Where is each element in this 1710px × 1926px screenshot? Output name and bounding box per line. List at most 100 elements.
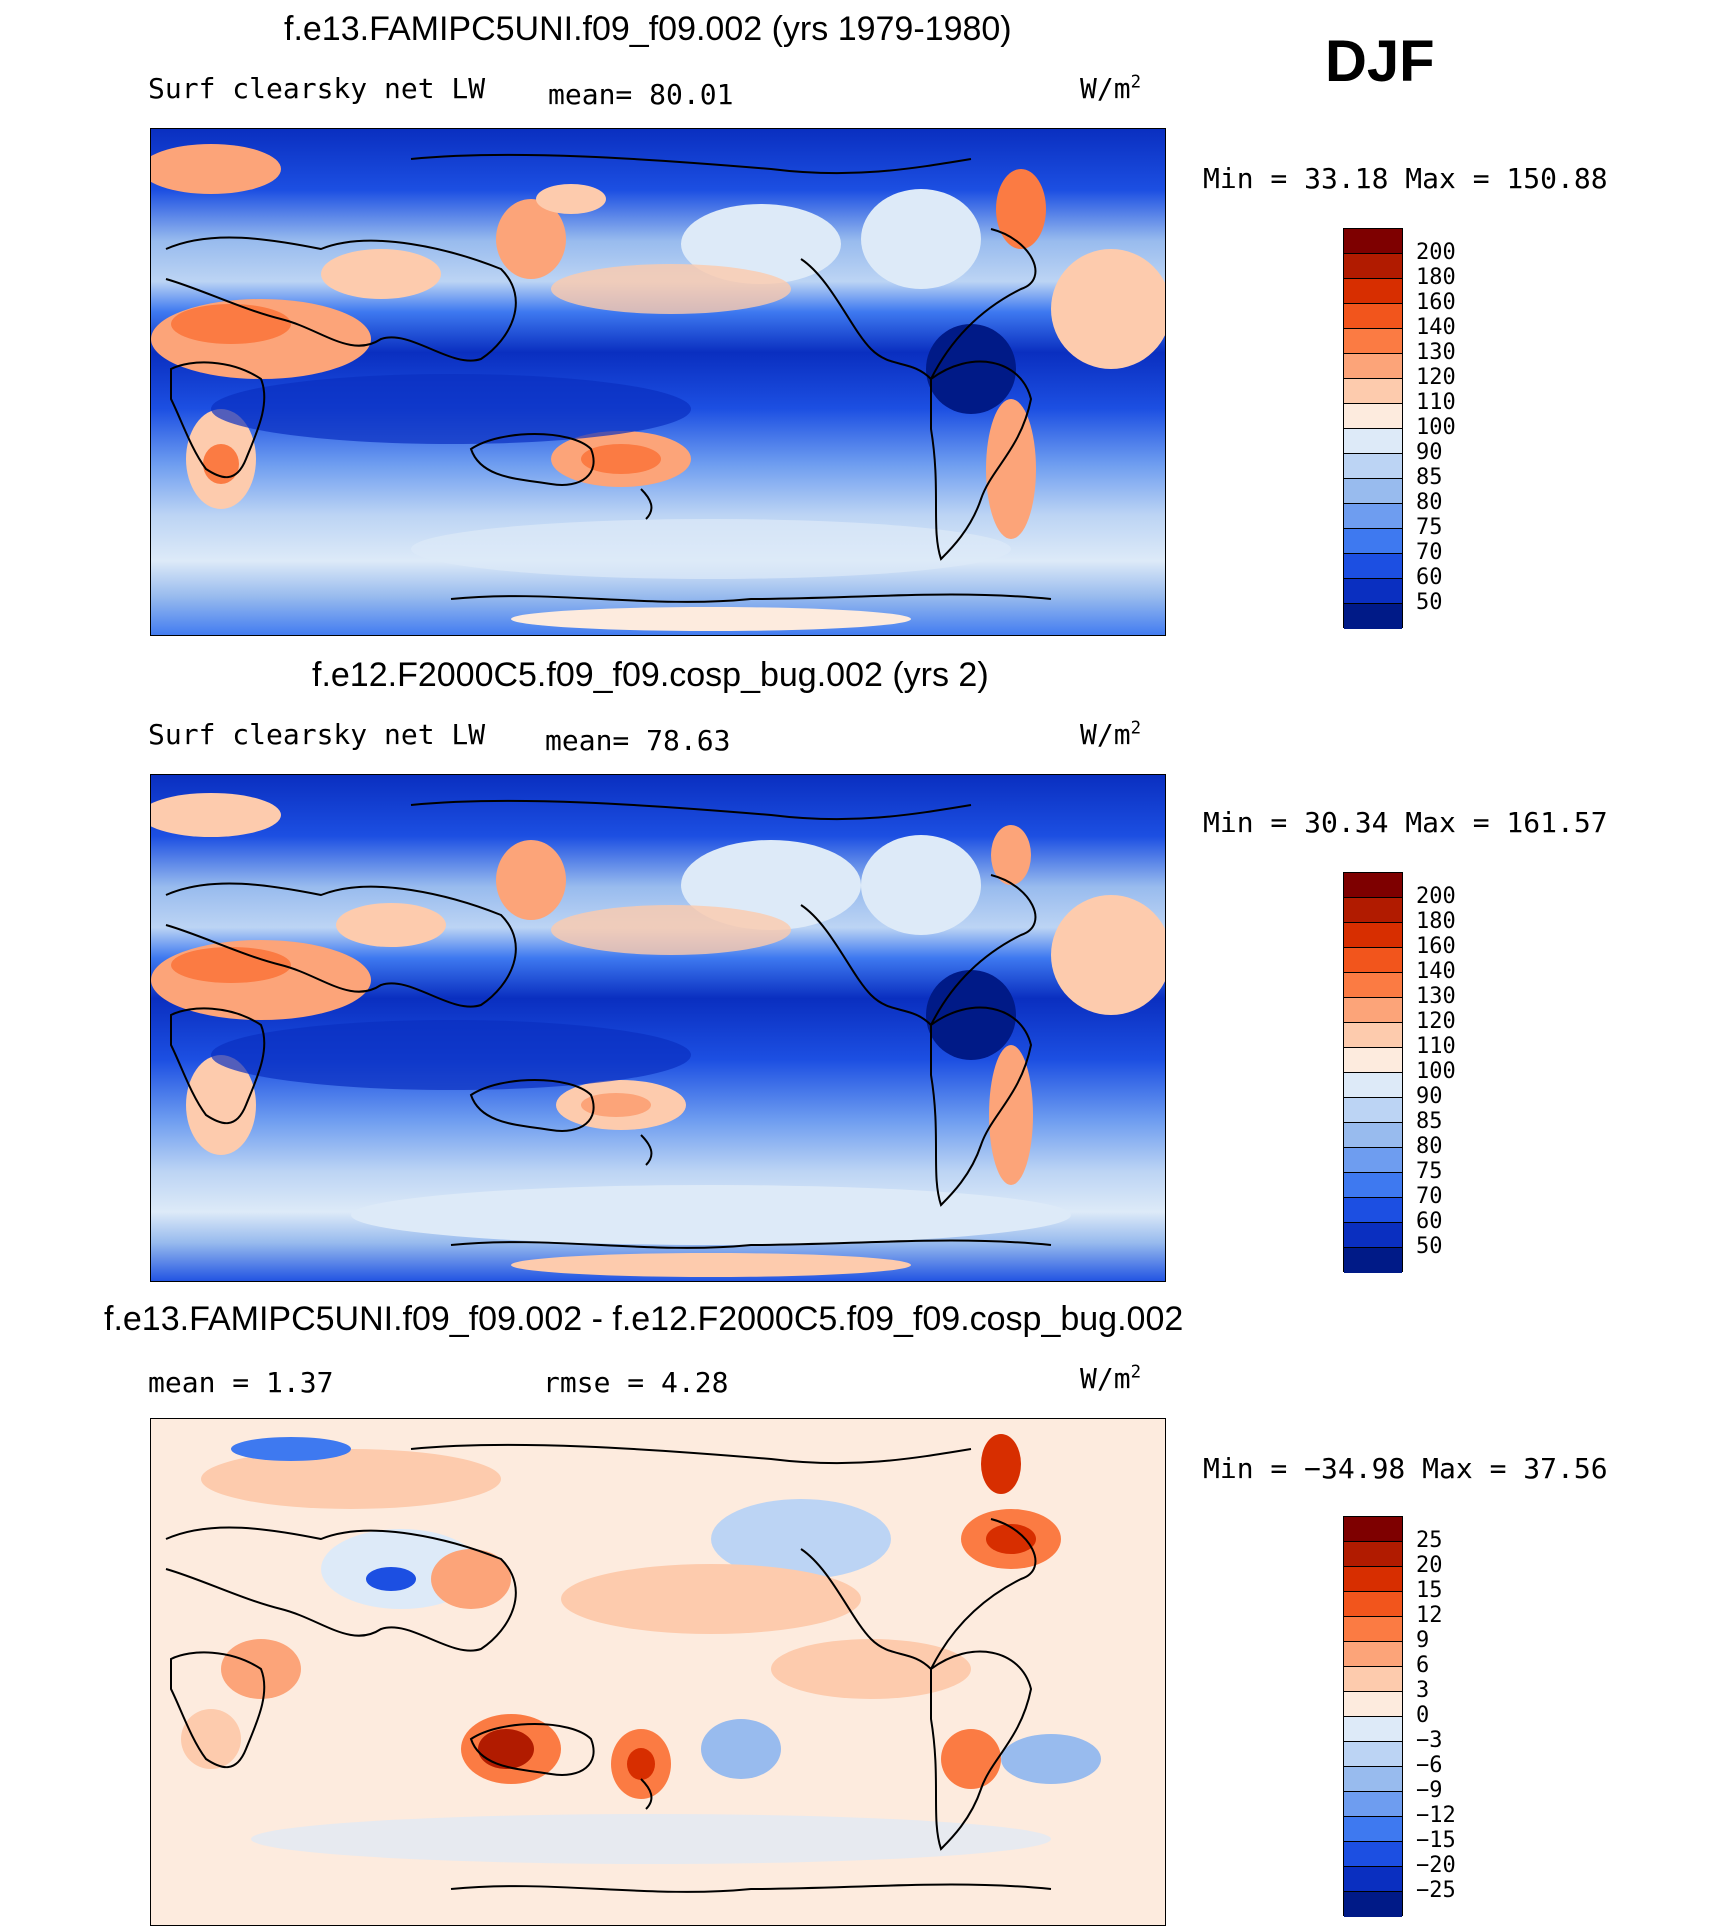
panel-1-colorbar-swatches — [1343, 228, 1403, 629]
panel-3-colorbar-swatches — [1343, 1516, 1403, 1917]
colorbar-swatch — [1344, 1048, 1402, 1073]
colorbar-tick-label: 180 — [1416, 909, 1456, 934]
colorbar-tick-label: 12 — [1416, 1603, 1443, 1628]
panel-3-title: f.e13.FAMIPC5UNI.f09_f09.002 - f.e12.F20… — [104, 1300, 1184, 1338]
colorbar-swatch — [1344, 304, 1402, 329]
colorbar-swatch — [1344, 579, 1402, 604]
colorbar-tick-label: 120 — [1416, 365, 1456, 390]
colorbar-swatch — [1344, 1198, 1402, 1223]
colorbar-tick-label: 85 — [1416, 1109, 1443, 1134]
panel-3-mean-label: mean = 1.37 — [148, 1366, 334, 1399]
colorbar-swatch — [1344, 329, 1402, 354]
colorbar-tick-label: 140 — [1416, 959, 1456, 984]
colorbar-swatch — [1344, 1742, 1402, 1767]
colorbar-tick-label: 60 — [1416, 1209, 1443, 1234]
colorbar-tick-label: 50 — [1416, 1234, 1443, 1259]
panel-2-map-field — [151, 775, 1165, 1281]
panel-3-minmax: Min = −34.98 Max = 37.56 — [1203, 1452, 1608, 1485]
colorbar-swatch — [1344, 604, 1402, 629]
colorbar-tick-label: 85 — [1416, 465, 1443, 490]
colorbar-tick-label: 70 — [1416, 1184, 1443, 1209]
colorbar-swatch — [1344, 1792, 1402, 1817]
panel-2-variable-label: Surf clearsky net LW — [148, 718, 486, 751]
colorbar-tick-label: 200 — [1416, 240, 1456, 265]
colorbar-swatch — [1344, 1223, 1402, 1248]
colorbar-swatch — [1344, 1767, 1402, 1792]
panel-1-variable-label: Surf clearsky net LW — [148, 72, 486, 105]
panel-2-minmax: Min = 30.34 Max = 161.57 — [1203, 806, 1608, 839]
colorbar-swatch — [1344, 898, 1402, 923]
colorbar-tick-label: 140 — [1416, 315, 1456, 340]
colorbar-swatch — [1344, 429, 1402, 454]
season-label: DJF — [1325, 29, 1435, 94]
colorbar-swatch — [1344, 1617, 1402, 1642]
colorbar-swatch — [1344, 454, 1402, 479]
panel-2-mean-label: mean= 78.63 — [545, 724, 731, 757]
panel-3-map[interactable] — [150, 1418, 1166, 1926]
colorbar-tick-label: −9 — [1416, 1778, 1443, 1803]
colorbar-tick-label: 100 — [1416, 415, 1456, 440]
colorbar-tick-label: 70 — [1416, 540, 1443, 565]
colorbar-swatch — [1344, 1867, 1402, 1892]
colorbar-tick-label: 100 — [1416, 1059, 1456, 1084]
colorbar-tick-label: 80 — [1416, 1134, 1443, 1159]
colorbar-tick-label: −20 — [1416, 1853, 1456, 1878]
colorbar-tick-label: 160 — [1416, 290, 1456, 315]
colorbar-swatch — [1344, 1842, 1402, 1867]
colorbar-tick-label: 180 — [1416, 265, 1456, 290]
panel-1-map-field — [151, 129, 1165, 635]
colorbar-tick-label: 25 — [1416, 1528, 1443, 1553]
colorbar-swatch — [1344, 404, 1402, 429]
panel-2-colorbar-swatches — [1343, 872, 1403, 1273]
colorbar-swatch — [1344, 1592, 1402, 1617]
colorbar-tick-label: 15 — [1416, 1578, 1443, 1603]
colorbar-swatch — [1344, 1173, 1402, 1198]
colorbar-swatch — [1344, 1023, 1402, 1048]
colorbar-swatch — [1344, 1692, 1402, 1717]
colorbar-swatch — [1344, 554, 1402, 579]
colorbar-tick-label: 120 — [1416, 1009, 1456, 1034]
panel-2-map[interactable] — [150, 774, 1166, 1282]
colorbar-swatch — [1344, 923, 1402, 948]
colorbar-swatch — [1344, 1567, 1402, 1592]
colorbar-swatch — [1344, 1642, 1402, 1667]
colorbar-tick-label: 0 — [1416, 1703, 1430, 1728]
colorbar-swatch — [1344, 1717, 1402, 1742]
colorbar-swatch — [1344, 1148, 1402, 1173]
panel-1-minmax: Min = 33.18 Max = 150.88 — [1203, 162, 1608, 195]
colorbar-tick-label: −12 — [1416, 1803, 1456, 1828]
colorbar-tick-label: 110 — [1416, 1034, 1456, 1059]
panel-2-title: f.e12.F2000C5.f09_f09.cosp_bug.002 (yrs … — [312, 656, 989, 694]
colorbar-swatch — [1344, 948, 1402, 973]
panel-2-units-label: W/m2 — [1080, 718, 1142, 751]
colorbar-tick-label: 75 — [1416, 515, 1443, 540]
colorbar-tick-label: 200 — [1416, 884, 1456, 909]
colorbar-swatch — [1344, 1892, 1402, 1917]
colorbar-swatch — [1344, 529, 1402, 554]
colorbar-tick-label: 3 — [1416, 1678, 1430, 1703]
colorbar-swatch — [1344, 254, 1402, 279]
colorbar-swatch — [1344, 1817, 1402, 1842]
colorbar-tick-label: −25 — [1416, 1878, 1456, 1903]
colorbar-swatch — [1344, 873, 1402, 898]
colorbar-swatch — [1344, 479, 1402, 504]
colorbar-swatch — [1344, 1073, 1402, 1098]
colorbar-swatch — [1344, 1667, 1402, 1692]
colorbar-swatch — [1344, 504, 1402, 529]
panel-1-mean-label: mean= 80.01 — [548, 78, 734, 111]
colorbar-tick-label: −15 — [1416, 1828, 1456, 1853]
colorbar-tick-label: 110 — [1416, 390, 1456, 415]
colorbar-swatch — [1344, 379, 1402, 404]
colorbar-tick-label: 60 — [1416, 565, 1443, 590]
colorbar-swatch — [1344, 1248, 1402, 1273]
colorbar-swatch — [1344, 973, 1402, 998]
colorbar-tick-label: 80 — [1416, 490, 1443, 515]
colorbar-tick-label: −6 — [1416, 1753, 1443, 1778]
colorbar-swatch — [1344, 354, 1402, 379]
colorbar-tick-label: 9 — [1416, 1628, 1430, 1653]
panel-1-map[interactable] — [150, 128, 1166, 636]
panel-3-map-field — [151, 1419, 1165, 1925]
colorbar-swatch — [1344, 1517, 1402, 1542]
colorbar-swatch — [1344, 1542, 1402, 1567]
colorbar-tick-label: 20 — [1416, 1553, 1443, 1578]
